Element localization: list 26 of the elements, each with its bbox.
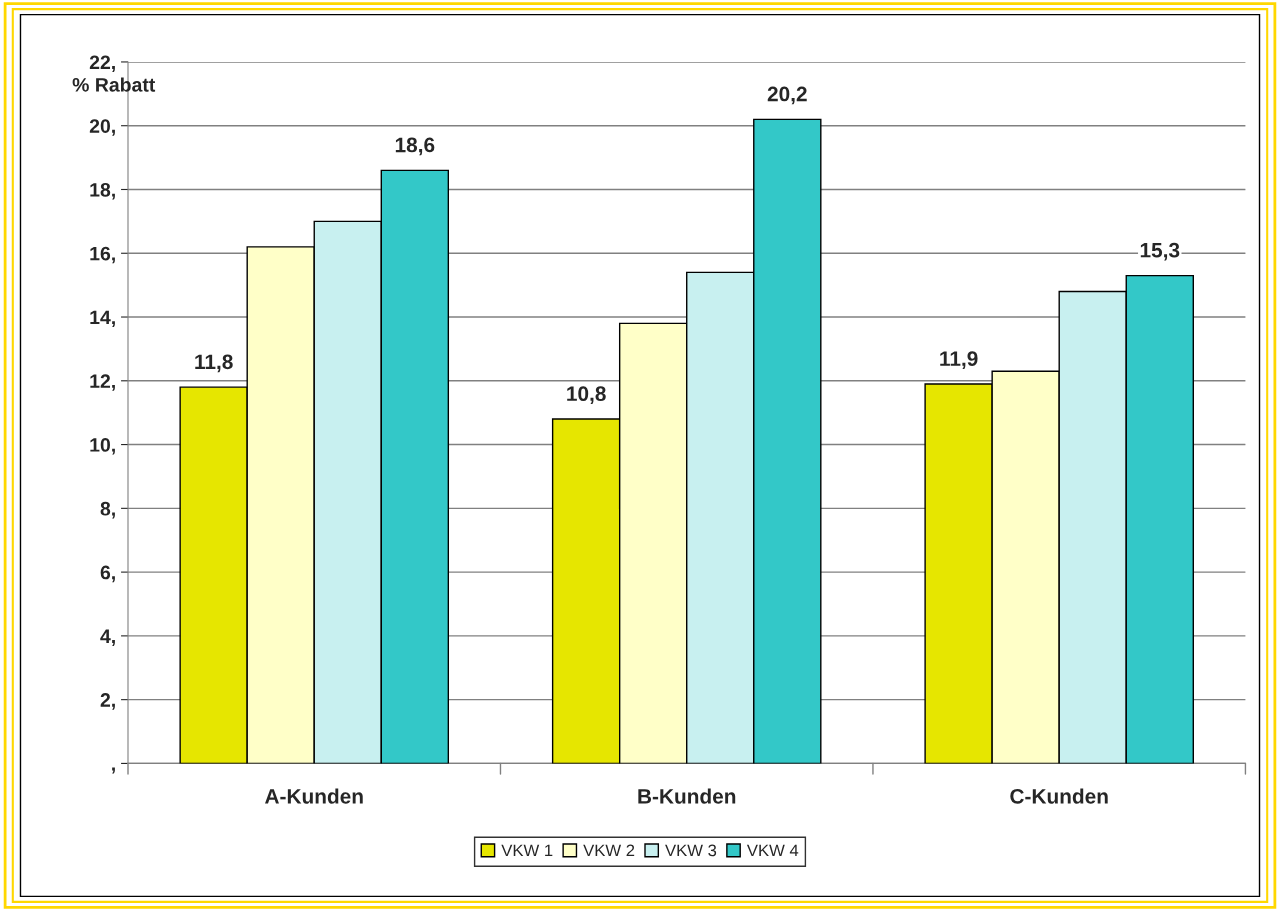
data-label: 15,3: [1140, 242, 1180, 261]
x-tick-label: B-Kunden: [638, 788, 736, 804]
data-label: 18,6: [395, 137, 435, 156]
legend-label: VKW 3: [665, 844, 717, 857]
y-tick-label: 16,: [90, 246, 115, 264]
legend-label: VKW 4: [746, 844, 799, 857]
y-tick-label: 6,: [100, 565, 115, 583]
y-tick-label: 20,: [89, 119, 115, 136]
y-tick-label: 12,: [90, 374, 115, 391]
x-tick-label: C-Kunden: [1010, 788, 1108, 804]
data-label: 10,8: [567, 386, 606, 405]
data-label: 11,8: [195, 354, 233, 373]
y-tick-label: 8,: [100, 501, 115, 519]
y-tick-label: ,: [112, 767, 115, 774]
y-tick-label: 14,: [90, 310, 115, 328]
y-axis-title: % Rabatt: [72, 77, 156, 92]
legend-label: VKW 1: [501, 844, 553, 857]
y-tick-label: 22,: [89, 55, 115, 72]
x-tick-label: A-Kunden: [265, 788, 363, 804]
data-label: 11,9: [940, 351, 978, 369]
y-tick-label: 2,: [100, 693, 115, 710]
y-tick-label: 4,: [100, 629, 115, 646]
y-tick-label: 18,: [90, 182, 115, 200]
legend-label: VKW 2: [583, 844, 635, 857]
data-label: 20,2: [767, 86, 807, 105]
y-tick-label: 10,: [90, 438, 115, 455]
